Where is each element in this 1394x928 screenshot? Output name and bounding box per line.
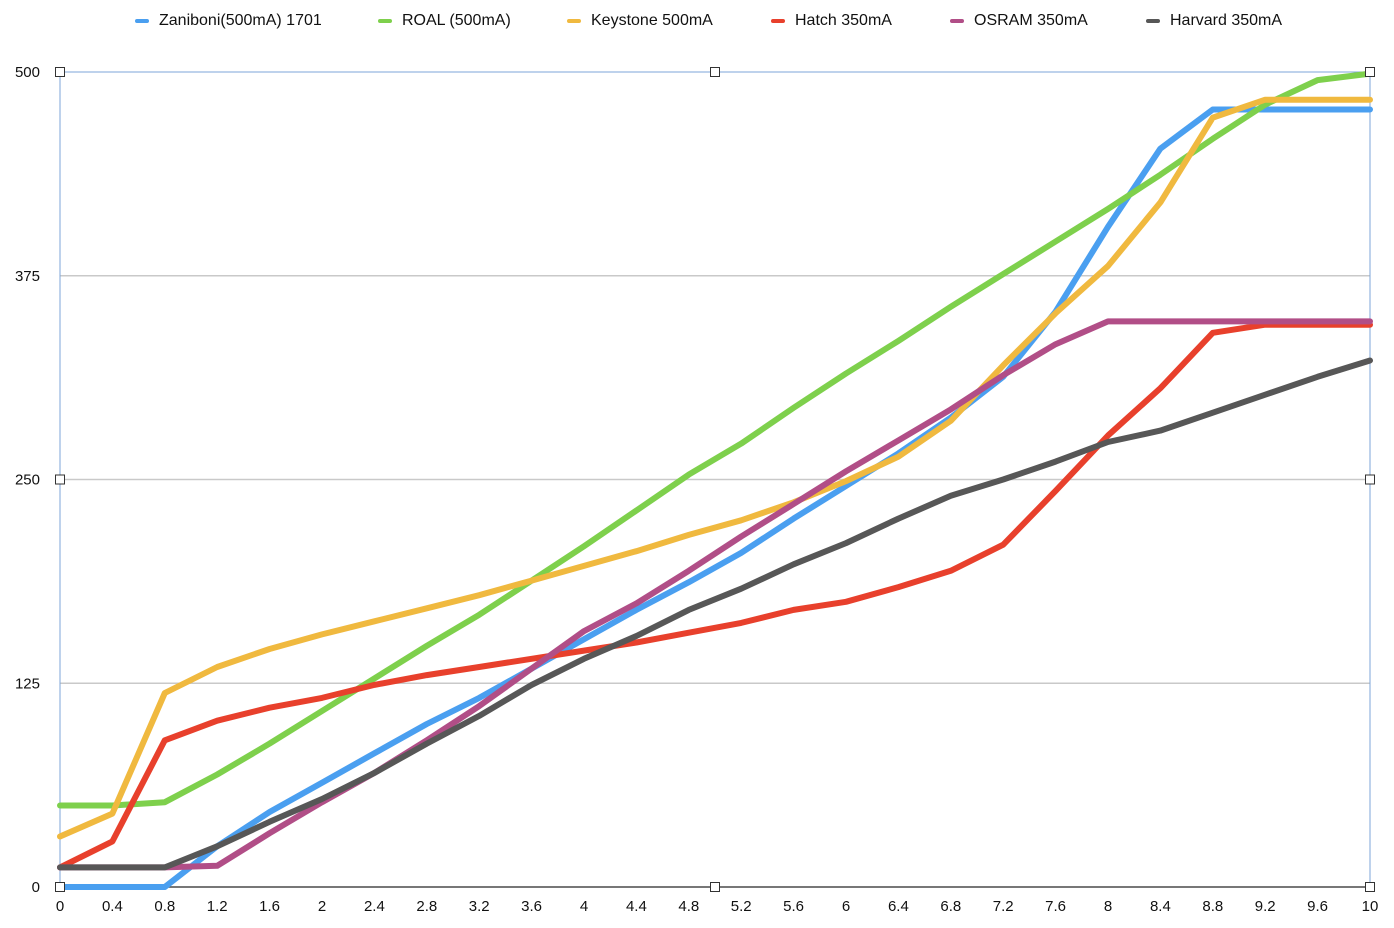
x-tick-label: 5.6 — [783, 898, 804, 915]
y-tick-label: 125 — [15, 675, 40, 692]
legend-swatch — [567, 19, 581, 23]
legend-swatch — [771, 19, 785, 23]
selection-handle — [55, 882, 65, 892]
series-line-1 — [57, 106, 1373, 890]
x-tick-label: 6.8 — [940, 898, 961, 915]
x-tick-label: 0 — [56, 898, 64, 915]
y-tick-label: 375 — [15, 268, 40, 285]
legend-label: Hatch 350mA — [795, 12, 892, 29]
x-tick-label: 1.6 — [259, 898, 280, 915]
legend-swatch — [950, 19, 964, 23]
legend-item: Harvard 350mA — [1146, 8, 1282, 34]
legend-label: Zaniboni(500mA) 1701 — [159, 12, 322, 29]
x-tick-label: 9.6 — [1307, 898, 1328, 915]
x-tick-label: 8 — [1104, 898, 1112, 915]
series-line-3 — [57, 96, 1373, 840]
x-tick-label: 2.4 — [364, 898, 385, 915]
x-tick-label: 10 — [1362, 898, 1379, 915]
legend-item: Zaniboni(500mA) 1701 — [135, 8, 322, 34]
selection-handle — [710, 882, 720, 892]
x-tick-label: 7.6 — [1045, 898, 1066, 915]
legend-item: Hatch 350mA — [771, 8, 892, 34]
series-line-5 — [57, 318, 1373, 871]
x-tick-label: 6.4 — [888, 898, 909, 915]
legend-item: Keystone 500mA — [567, 8, 713, 34]
series-line-2 — [57, 70, 1373, 809]
legend-label: OSRAM 350mA — [974, 12, 1088, 29]
x-tick-label: 0.8 — [154, 898, 175, 915]
x-tick-label: 2.8 — [416, 898, 437, 915]
legend-item: ROAL (500mA) — [378, 8, 511, 34]
x-tick-label: 4 — [580, 898, 588, 915]
chart-legend: Zaniboni(500mA) 1701 ROAL (500mA) Keystone… — [0, 8, 1394, 34]
x-tick-label: 3.6 — [521, 898, 542, 915]
selection-handle — [1365, 67, 1375, 77]
legend-item: OSRAM 350mA — [950, 8, 1088, 34]
series-line-4 — [57, 321, 1373, 871]
legend-label: Harvard 350mA — [1170, 12, 1283, 29]
selection-handle — [710, 67, 720, 77]
legend-swatch — [135, 19, 149, 23]
x-tick-label: 2 — [318, 898, 326, 915]
x-tick-label: 3.2 — [469, 898, 490, 915]
x-tick-label: 5.2 — [731, 898, 752, 915]
x-tick-label: 1.2 — [207, 898, 228, 915]
x-tick-label: 9.2 — [1255, 898, 1276, 915]
selection-handle — [1365, 474, 1375, 485]
x-tick-label: 7.2 — [993, 898, 1014, 915]
y-tick-label: 250 — [15, 472, 40, 489]
legend-label: ROAL (500mA) — [402, 12, 511, 29]
y-tick-label: 0 — [32, 879, 40, 896]
legend-label: Keystone 500mA — [591, 12, 713, 29]
selection-handle — [55, 474, 65, 485]
x-tick-label: 0.4 — [102, 898, 123, 915]
x-tick-label: 8.4 — [1150, 898, 1171, 915]
x-tick-label: 4.8 — [678, 898, 699, 915]
series-line-6 — [57, 357, 1373, 871]
selection-handle — [1365, 882, 1375, 892]
x-tick-label: 4.4 — [626, 898, 647, 915]
legend-swatch — [378, 19, 392, 23]
legend-swatch — [1146, 19, 1160, 23]
x-tick-label: 6 — [842, 898, 850, 915]
y-tick-label: 500 — [15, 64, 40, 81]
x-tick-label: 8.8 — [1202, 898, 1223, 915]
selection-handle — [55, 67, 65, 77]
